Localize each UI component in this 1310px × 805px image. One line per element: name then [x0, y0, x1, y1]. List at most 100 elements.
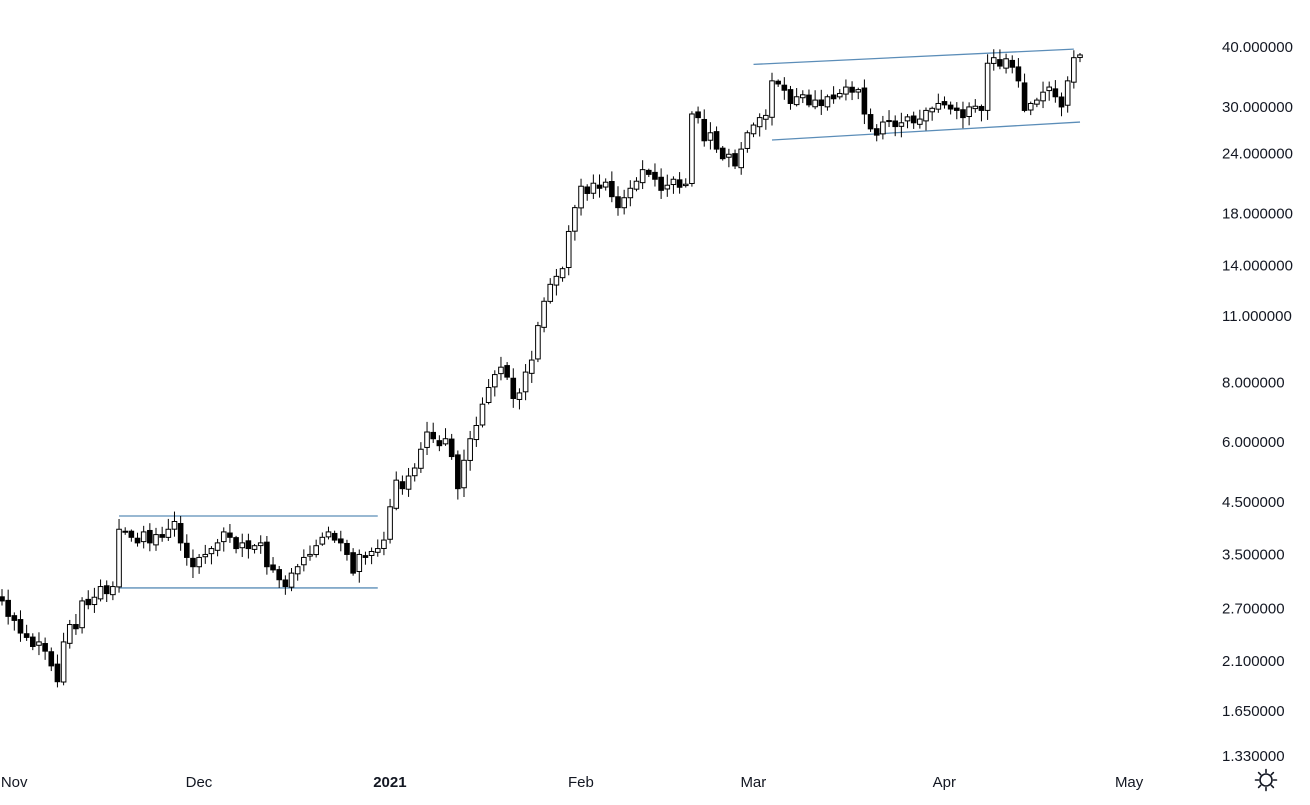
candle	[331, 530, 338, 543]
candle	[103, 580, 110, 603]
candle	[5, 589, 11, 625]
candle-body-up	[935, 102, 942, 110]
candle-body-up	[572, 207, 578, 232]
candle	[442, 428, 449, 446]
candle-body-down	[103, 585, 110, 595]
candle-body-up	[990, 57, 997, 64]
candle	[719, 145, 726, 161]
candle	[910, 111, 917, 129]
candle	[171, 511, 178, 537]
spring-channel-bottom-line[interactable]	[771, 121, 1081, 141]
candle	[294, 563, 301, 581]
candle-body-up	[682, 183, 689, 187]
candle	[886, 110, 892, 128]
candle	[818, 89, 825, 115]
candle	[11, 612, 18, 631]
candle	[1021, 73, 1028, 113]
candle-body-down	[652, 171, 658, 180]
candle-body-up	[559, 268, 566, 279]
candle-body-down	[960, 109, 966, 119]
candle-body-down	[609, 181, 615, 198]
candle	[220, 527, 227, 552]
candle-body-down	[331, 532, 338, 541]
candle-body-up	[904, 116, 911, 122]
candle	[344, 539, 350, 561]
candle	[411, 463, 418, 482]
candle	[639, 160, 646, 190]
candle	[966, 102, 972, 126]
candle	[498, 356, 504, 381]
candle-body-up	[972, 105, 979, 110]
candle	[547, 278, 554, 304]
candle	[1071, 50, 1077, 89]
candle-body-down	[134, 537, 141, 544]
candle	[1077, 53, 1083, 63]
candle	[615, 186, 621, 216]
candle	[707, 122, 714, 150]
candle	[990, 49, 997, 71]
spring-channel-top-line[interactable]	[753, 48, 1074, 66]
candle-body-up	[1077, 54, 1083, 58]
candle	[184, 534, 190, 566]
candle-body-up	[479, 403, 486, 426]
candle-body-down	[873, 128, 880, 136]
candle-body-up	[578, 185, 584, 209]
time-tick-label: May	[1115, 774, 1144, 791]
candle	[528, 350, 535, 383]
candle	[1058, 92, 1065, 117]
candle-body-down	[701, 118, 708, 142]
candle	[769, 72, 775, 126]
candle	[54, 654, 61, 688]
candle	[356, 549, 363, 583]
candle	[399, 475, 406, 495]
time-axis[interactable]: Nov Dec 2021 Feb Mar Apr May	[1, 774, 1144, 791]
candle	[60, 632, 67, 686]
candle	[947, 101, 954, 115]
candle-body-up	[165, 528, 172, 538]
candle-body-down	[849, 86, 855, 93]
candle-body-down	[1015, 66, 1022, 82]
candle	[849, 81, 855, 101]
candle-body-down	[184, 542, 190, 558]
candle-body-down	[276, 569, 282, 581]
price-axis[interactable]: 40.000000 30.000000 24.000000 18.000000 14.0…	[1222, 39, 1293, 765]
candle	[165, 518, 172, 541]
gear-icon[interactable]	[1253, 767, 1279, 793]
candle	[1003, 53, 1009, 74]
time-tick-label: Apr	[933, 774, 956, 791]
candle	[319, 532, 326, 546]
candle-body-up	[670, 178, 677, 186]
candle-body-down	[54, 663, 61, 683]
candle	[800, 90, 806, 104]
candle-body-up	[984, 62, 991, 111]
candle	[492, 370, 498, 397]
candle	[405, 467, 412, 497]
candle	[30, 633, 36, 651]
candle-body-up	[1003, 58, 1009, 69]
candle-body-up	[461, 459, 467, 489]
candle	[861, 79, 868, 125]
candle-body-down	[48, 651, 55, 667]
candle	[66, 619, 73, 649]
candle	[960, 101, 966, 129]
candle-body-down	[448, 438, 455, 458]
candle-body-up	[763, 114, 769, 120]
candle	[824, 94, 831, 111]
candle-body-up	[824, 96, 831, 108]
candle	[541, 297, 547, 333]
candle-body-up	[664, 184, 671, 190]
candle-body-up	[214, 542, 221, 551]
candle-body-down	[787, 89, 794, 104]
candle	[793, 88, 800, 107]
candle	[153, 527, 159, 551]
candle-body-up	[294, 566, 301, 575]
candle-body-up	[288, 572, 295, 588]
candle-body-up	[473, 425, 480, 441]
candle	[670, 176, 677, 194]
candle	[504, 362, 510, 380]
candle-body-up	[738, 148, 745, 169]
candle	[245, 533, 252, 559]
candle-body-up	[516, 392, 523, 400]
